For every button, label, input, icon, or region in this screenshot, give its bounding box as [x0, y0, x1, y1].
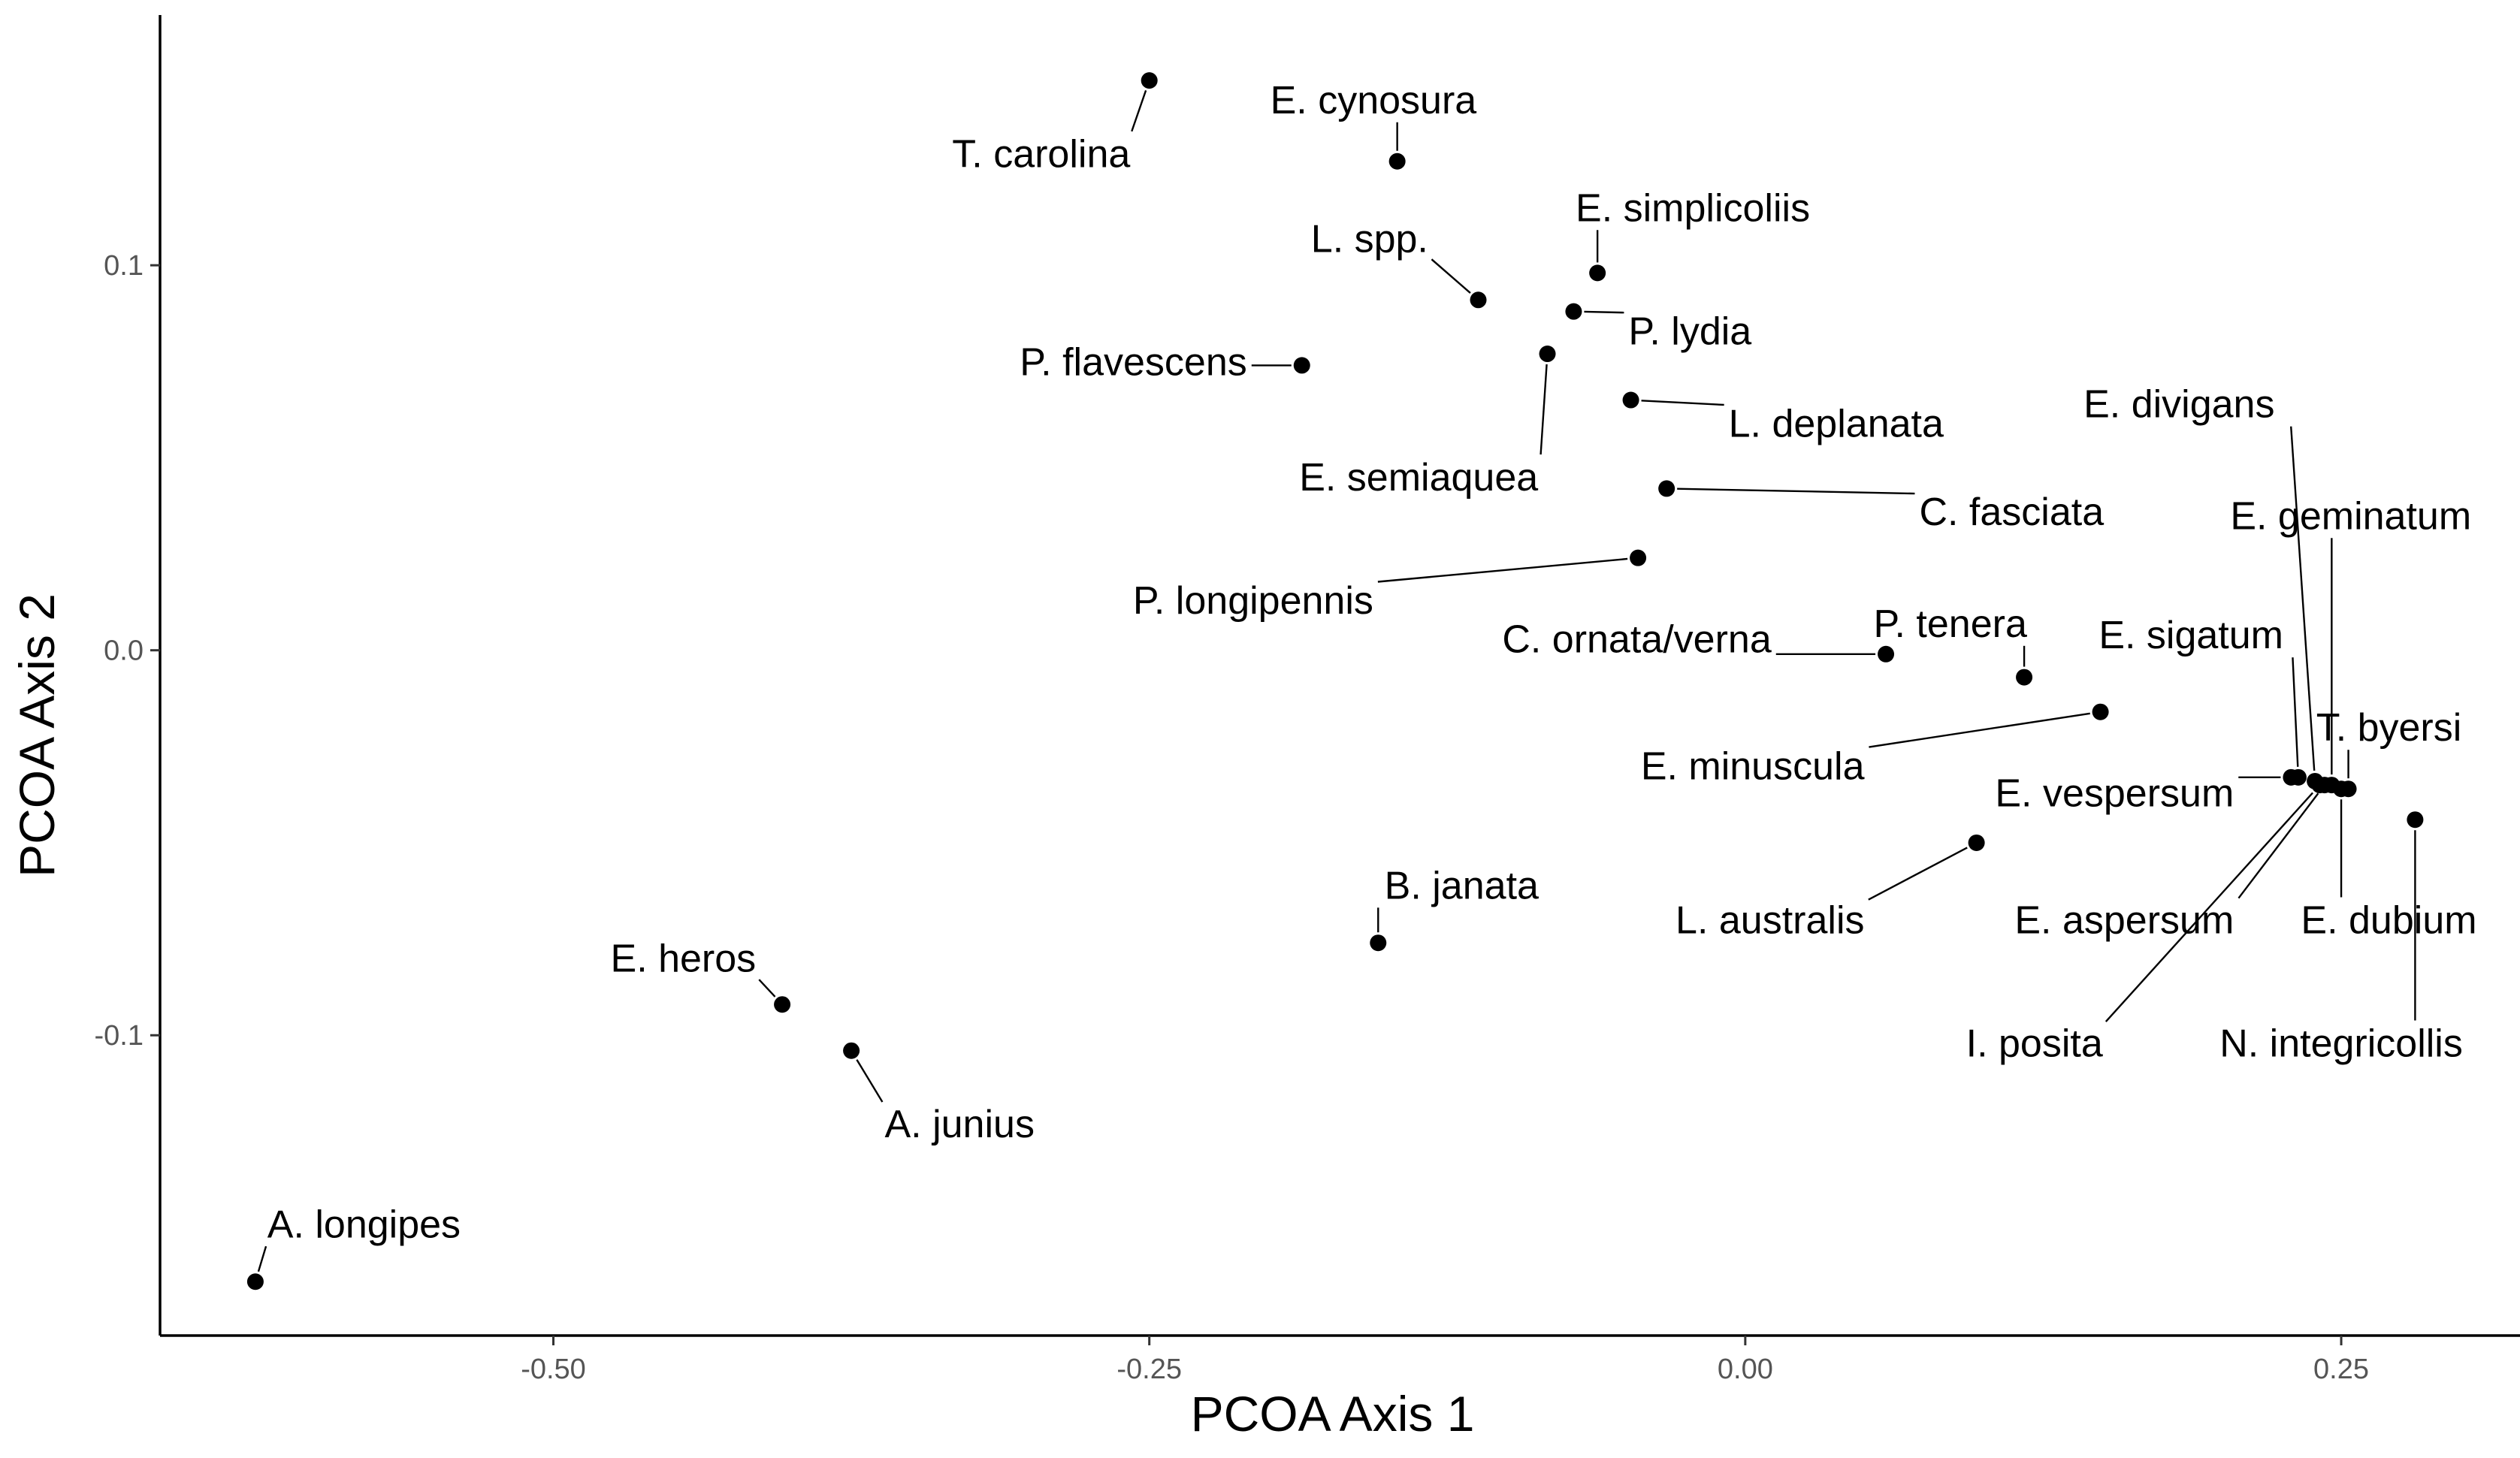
- leader-line: [1869, 712, 2090, 748]
- scatter-point: [1589, 264, 1606, 282]
- scatter-point: [843, 1042, 860, 1059]
- point-label: E. aspersum: [2014, 898, 2234, 942]
- x-tick-label: 0.25: [2313, 1354, 2369, 1385]
- point-label: C. fasciata: [1919, 491, 2104, 534]
- scatter-point: [1630, 549, 1647, 566]
- point-label: C. ornata/verna: [1502, 617, 1771, 661]
- scatter-point: [1370, 934, 1387, 952]
- point-label: L. australis: [1675, 898, 1864, 942]
- leader-line: [2290, 426, 2316, 771]
- point-label: E. minuscula: [1641, 744, 1865, 788]
- y-tick-label: 0.0: [104, 635, 144, 667]
- point-label: B. janata: [1385, 864, 1539, 907]
- y-axis-title: PCOA Axis 2: [9, 593, 65, 877]
- point-label: E. heros: [611, 937, 757, 981]
- point-label: E. divigans: [2083, 383, 2274, 427]
- scatter-point: [2016, 669, 2033, 686]
- point-label: E. dubium: [2301, 898, 2476, 942]
- x-axis-title: PCOA Axis 1: [1191, 1386, 1475, 1441]
- point-labels: T. carolina E. cynosura E. simplicoliis L. …: [267, 79, 2477, 1247]
- point-label: T. carolina: [952, 133, 1130, 177]
- leader-line: [856, 1059, 884, 1103]
- y-tick-label: -0.1: [95, 1020, 144, 1052]
- point-label: N. integricollis: [2219, 1022, 2463, 1065]
- point-label: I. posita: [1966, 1022, 2103, 1065]
- scatter-point: [2407, 811, 2424, 829]
- point-label: P. flavescens: [1020, 340, 1247, 384]
- y-tick-label: 0.1: [104, 250, 144, 282]
- leader-line: [1539, 364, 1548, 455]
- scatter-point: [1968, 834, 1985, 851]
- scatter-point: [2311, 777, 2328, 794]
- leader-line: [257, 1245, 267, 1272]
- scatter-point: [2283, 768, 2300, 786]
- scatter-point: [1658, 480, 1675, 497]
- leader-line: [1131, 89, 1147, 132]
- point-label: E. semiaquea: [1299, 456, 1538, 500]
- leader-line: [2292, 657, 2299, 767]
- scatter-point: [2092, 703, 2109, 720]
- leader-line: [1677, 488, 1915, 495]
- point-label: E. simplicoliis: [1576, 186, 1810, 230]
- point-label: L. spp.: [1311, 217, 1428, 261]
- scatter-point: [246, 1273, 264, 1290]
- scatter-point: [1141, 72, 1158, 89]
- leader-line: [2237, 792, 2319, 899]
- leader-line: [1868, 847, 1968, 901]
- point-label: A. longipes: [267, 1203, 461, 1246]
- x-tick-label: -0.50: [521, 1354, 586, 1385]
- scatter-point: [1388, 152, 1406, 170]
- scatter-point: [1565, 303, 1582, 320]
- leader-line: [1431, 258, 1471, 294]
- scatter-point: [1622, 391, 1639, 409]
- y-axis-ticks: 0.1 0.0 -0.1: [95, 250, 160, 1052]
- leader-line: [2105, 792, 2313, 1022]
- scatter-point: [1470, 291, 1487, 309]
- x-tick-label: -0.25: [1116, 1354, 1182, 1385]
- scatter-point: [1878, 645, 1895, 663]
- point-label: E. sigatum: [2098, 614, 2283, 657]
- point-label: E. geminatum: [2230, 494, 2471, 538]
- leader-lines: [257, 89, 2416, 1272]
- point-label: P. longipennis: [1133, 579, 1373, 623]
- leader-line: [1377, 557, 1628, 583]
- x-tick-label: 0.00: [1718, 1354, 1773, 1385]
- scatter-point: [774, 996, 791, 1013]
- point-label: P. tenera: [1874, 602, 2027, 646]
- point-label: T. byersi: [2316, 706, 2462, 750]
- scatter-point: [1539, 346, 1556, 363]
- point-label: L. deplanata: [1729, 402, 1944, 445]
- leader-line: [758, 979, 776, 998]
- point-label: E. vespersum: [1995, 771, 2234, 815]
- leader-line: [1641, 400, 1724, 406]
- point-label: A. junius: [885, 1103, 1035, 1146]
- data-points: [246, 72, 2424, 1290]
- x-axis-ticks: -0.50 -0.25 0.00 0.25: [521, 1336, 2369, 1385]
- point-label: E. cynosura: [1271, 79, 1477, 122]
- scatter-point: [2333, 780, 2350, 798]
- point-label: P. lydia: [1628, 309, 1751, 353]
- scatter-point: [1293, 357, 1310, 374]
